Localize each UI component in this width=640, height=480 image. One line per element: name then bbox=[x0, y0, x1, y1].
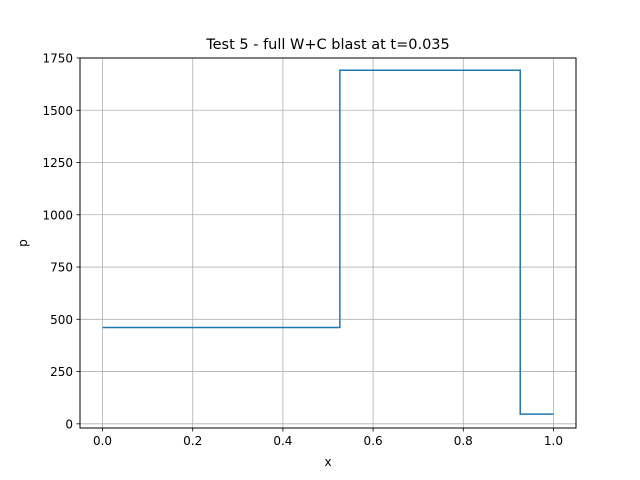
y-tick-label: 0 bbox=[65, 417, 73, 431]
grid-lines bbox=[80, 57, 576, 428]
x-axis-label: x bbox=[324, 455, 331, 469]
plot-frame bbox=[79, 57, 577, 429]
series-layer bbox=[102, 69, 554, 415]
series-line bbox=[102, 69, 554, 415]
y-tick-label: 250 bbox=[50, 365, 73, 379]
y-axis: 0 250 500 750 1000 1250 1500 1750 bbox=[42, 52, 80, 431]
x-tick-label: 0.8 bbox=[454, 434, 473, 448]
y-tick-label: 1000 bbox=[42, 208, 73, 222]
y-tick-label: 500 bbox=[50, 313, 73, 327]
y-tick-label: 1500 bbox=[42, 104, 73, 118]
x-tick-label: 0.4 bbox=[273, 434, 292, 448]
x-axis: 0.0 0.2 0.4 0.6 0.8 1.0 bbox=[93, 428, 563, 448]
chart-title: Test 5 - full W+C blast at t=0.035 bbox=[205, 37, 450, 53]
y-tick-label: 1750 bbox=[42, 52, 73, 66]
y-axis-label: p bbox=[16, 239, 30, 247]
x-tick-label: 0.0 bbox=[93, 434, 112, 448]
x-tick-label: 1.0 bbox=[544, 434, 563, 448]
x-tick-label: 0.2 bbox=[183, 434, 202, 448]
x-tick-label: 0.6 bbox=[364, 434, 383, 448]
y-tick-label: 750 bbox=[50, 261, 73, 275]
y-tick-label: 1250 bbox=[42, 156, 73, 170]
